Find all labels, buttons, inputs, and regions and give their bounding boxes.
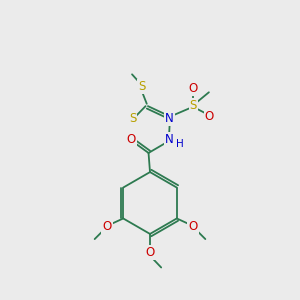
Text: S: S — [138, 80, 145, 93]
Text: O: O — [189, 82, 198, 95]
Text: S: S — [129, 112, 136, 125]
Text: O: O — [146, 246, 154, 259]
Text: O: O — [127, 133, 136, 146]
Text: N: N — [165, 133, 173, 146]
Text: O: O — [188, 220, 198, 233]
Text: N: N — [165, 112, 174, 125]
Text: O: O — [205, 110, 214, 123]
Text: O: O — [102, 220, 112, 233]
Text: S: S — [190, 99, 197, 112]
Text: H: H — [176, 139, 184, 149]
